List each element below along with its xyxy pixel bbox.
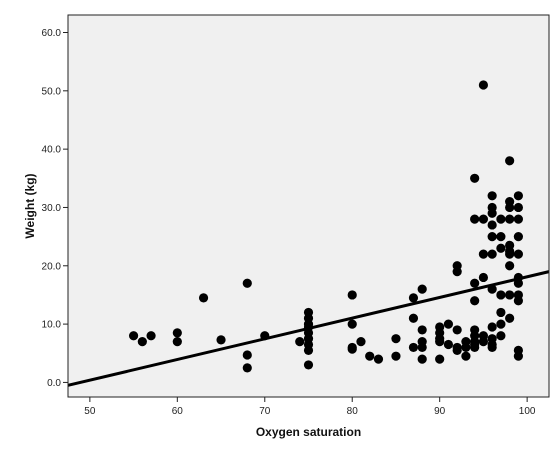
- data-point: [513, 232, 523, 242]
- data-point: [505, 156, 515, 166]
- data-point: [513, 202, 523, 213]
- data-point: [513, 351, 523, 361]
- data-point: [295, 336, 305, 347]
- y-tick-label: 20.0: [42, 261, 62, 272]
- data-point: [505, 261, 515, 271]
- y-tick-label: 10.0: [42, 320, 62, 331]
- data-point: [452, 345, 462, 355]
- data-point: [417, 284, 427, 294]
- data-point: [470, 296, 480, 306]
- data-point: [496, 214, 506, 224]
- data-point: [128, 331, 139, 341]
- data-point: [356, 336, 366, 347]
- y-axis-title: Weight (kg): [23, 173, 37, 238]
- data-point: [365, 351, 375, 361]
- data-point: [347, 290, 357, 300]
- data-point: [496, 319, 506, 329]
- data-point: [487, 342, 497, 353]
- data-point: [172, 336, 182, 347]
- data-point: [146, 331, 156, 341]
- data-point: [513, 191, 523, 201]
- x-tick-label: 50: [84, 406, 96, 417]
- ticks-layer: 0.0 10.0 20.0 30.0 40.0 50.0 60.0 50 60 70 80 90 100: [42, 28, 536, 417]
- data-point: [435, 354, 445, 364]
- data-point: [303, 345, 314, 355]
- data-point: [391, 351, 401, 361]
- x-tick-label: 80: [347, 406, 359, 417]
- data-point: [487, 191, 497, 201]
- data-point: [505, 290, 515, 300]
- data-point: [487, 208, 497, 218]
- data-point: [513, 249, 523, 259]
- y-tick-label: 60.0: [42, 28, 62, 39]
- data-point: [513, 296, 523, 306]
- data-point: [408, 342, 419, 353]
- data-point: [303, 360, 314, 370]
- data-point: [487, 220, 497, 230]
- data-point: [347, 319, 357, 329]
- data-point: [347, 344, 357, 354]
- data-point: [478, 80, 489, 90]
- data-point: [496, 331, 506, 341]
- data-point: [408, 313, 419, 323]
- data-point: [513, 214, 523, 224]
- data-point: [505, 202, 515, 213]
- data-point: [496, 307, 506, 318]
- data-point: [391, 334, 401, 344]
- y-tick-label: 50.0: [42, 86, 62, 97]
- data-point: [408, 293, 419, 303]
- x-tick-label: 100: [519, 406, 536, 417]
- y-tick-label: 0.0: [47, 378, 61, 389]
- data-point: [198, 293, 209, 303]
- data-point: [470, 214, 480, 224]
- x-tick-label: 90: [434, 406, 446, 417]
- data-point: [242, 363, 252, 373]
- data-point: [496, 232, 506, 242]
- fit-line: [67, 270, 550, 387]
- x-tick-label: 70: [259, 406, 271, 417]
- data-point: [435, 336, 445, 347]
- data-point: [452, 267, 462, 277]
- y-tick-label: 30.0: [42, 203, 62, 214]
- data-point: [478, 272, 489, 283]
- data-point: [505, 214, 515, 224]
- data-point: [496, 290, 506, 300]
- data-point: [443, 319, 454, 329]
- data-point: [417, 342, 427, 353]
- data-point: [373, 354, 384, 364]
- data-point: [478, 249, 489, 259]
- x-tick-label: 60: [172, 406, 184, 417]
- data-point: [496, 243, 506, 253]
- data-point: [487, 232, 497, 242]
- plot-frame: [67, 14, 550, 398]
- data-point: [452, 325, 462, 335]
- data-point: [172, 328, 182, 338]
- data-point: [505, 249, 515, 259]
- data-point: [487, 249, 497, 259]
- y-tick-label: 40.0: [42, 145, 62, 156]
- data-point: [216, 335, 226, 345]
- data-point: [417, 325, 427, 335]
- data-point: [478, 336, 489, 347]
- data-point: [461, 351, 471, 361]
- data-point: [242, 278, 252, 288]
- data-point: [513, 278, 523, 288]
- data-point: [470, 278, 480, 288]
- data-point: [478, 214, 489, 224]
- x-axis-title: Oxygen saturation: [256, 425, 361, 439]
- data-point: [443, 339, 454, 350]
- data-point: [505, 313, 515, 323]
- points-layer: [128, 80, 523, 373]
- data-point: [470, 173, 480, 183]
- data-point: [487, 322, 497, 332]
- data-point: [137, 336, 147, 347]
- data-point: [461, 342, 471, 353]
- data-point: [417, 354, 427, 364]
- data-point: [470, 342, 480, 353]
- data-point: [242, 350, 252, 360]
